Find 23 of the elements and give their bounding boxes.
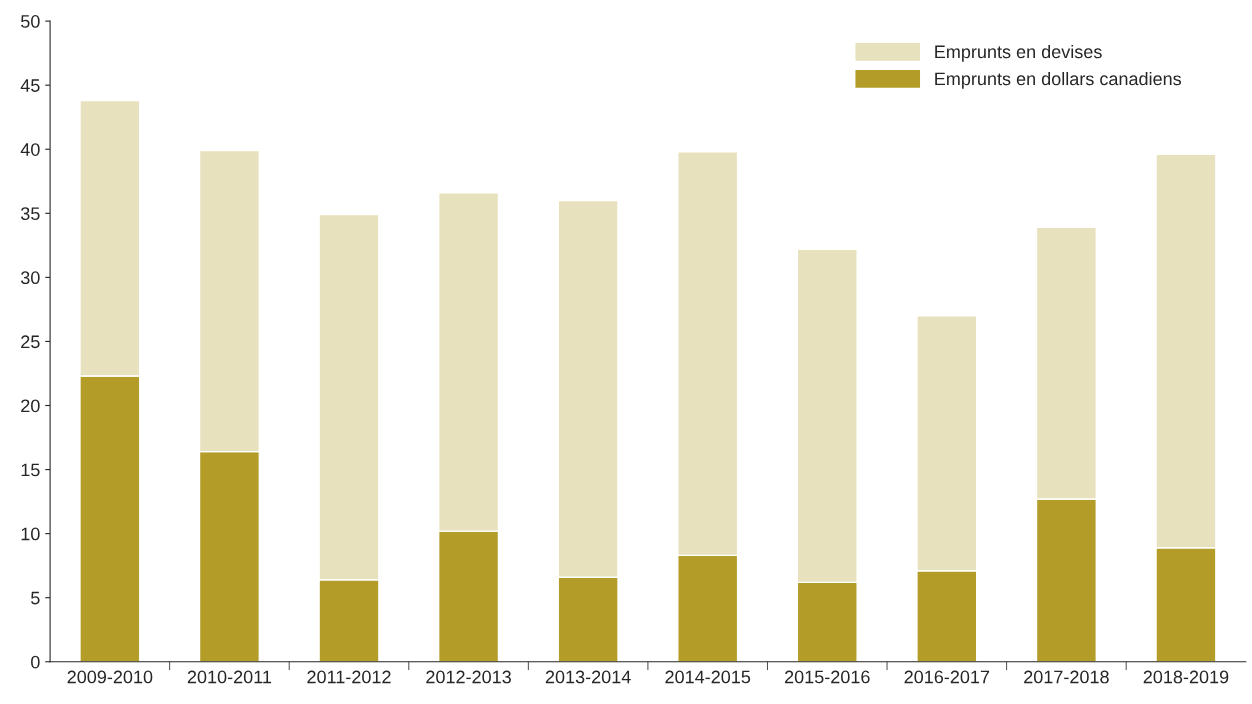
legend-label: Emprunts en devises	[935, 44, 1102, 62]
y-tick-label: 40	[20, 143, 40, 156]
x-tick-label: 2009-2010	[67, 670, 153, 684]
y-tick-label: 45	[20, 79, 40, 92]
y-tick-label: 25	[21, 335, 40, 349]
legend-label: Emprunts en dollars canadiens	[935, 71, 1182, 89]
x-tick-label: 2012-2013	[426, 670, 511, 684]
x-tick-label: 2010-2011	[187, 670, 272, 684]
y-tick-label: 20	[21, 399, 40, 413]
x-tick-label: 2018-2019	[1143, 670, 1229, 684]
x-tick-label: 2011-2012	[307, 670, 391, 684]
x-tick-label: 2016-2017	[904, 670, 990, 684]
y-tick-label: 5	[31, 591, 40, 605]
y-tick-label: 0	[31, 655, 40, 669]
x-tick-label: 2017-2018	[1024, 670, 1109, 684]
x-tick-label: 2014-2015	[665, 670, 751, 684]
y-tick-label: 10	[21, 527, 40, 541]
x-tick-label: 2013-2014	[545, 670, 631, 684]
y-tick-label: 35	[20, 207, 40, 221]
x-tick-label: 2015-2016	[785, 670, 870, 684]
y-tick-label: 30	[20, 271, 40, 285]
y-tick-label: 50	[21, 15, 40, 28]
y-tick-label: 15	[21, 463, 40, 477]
